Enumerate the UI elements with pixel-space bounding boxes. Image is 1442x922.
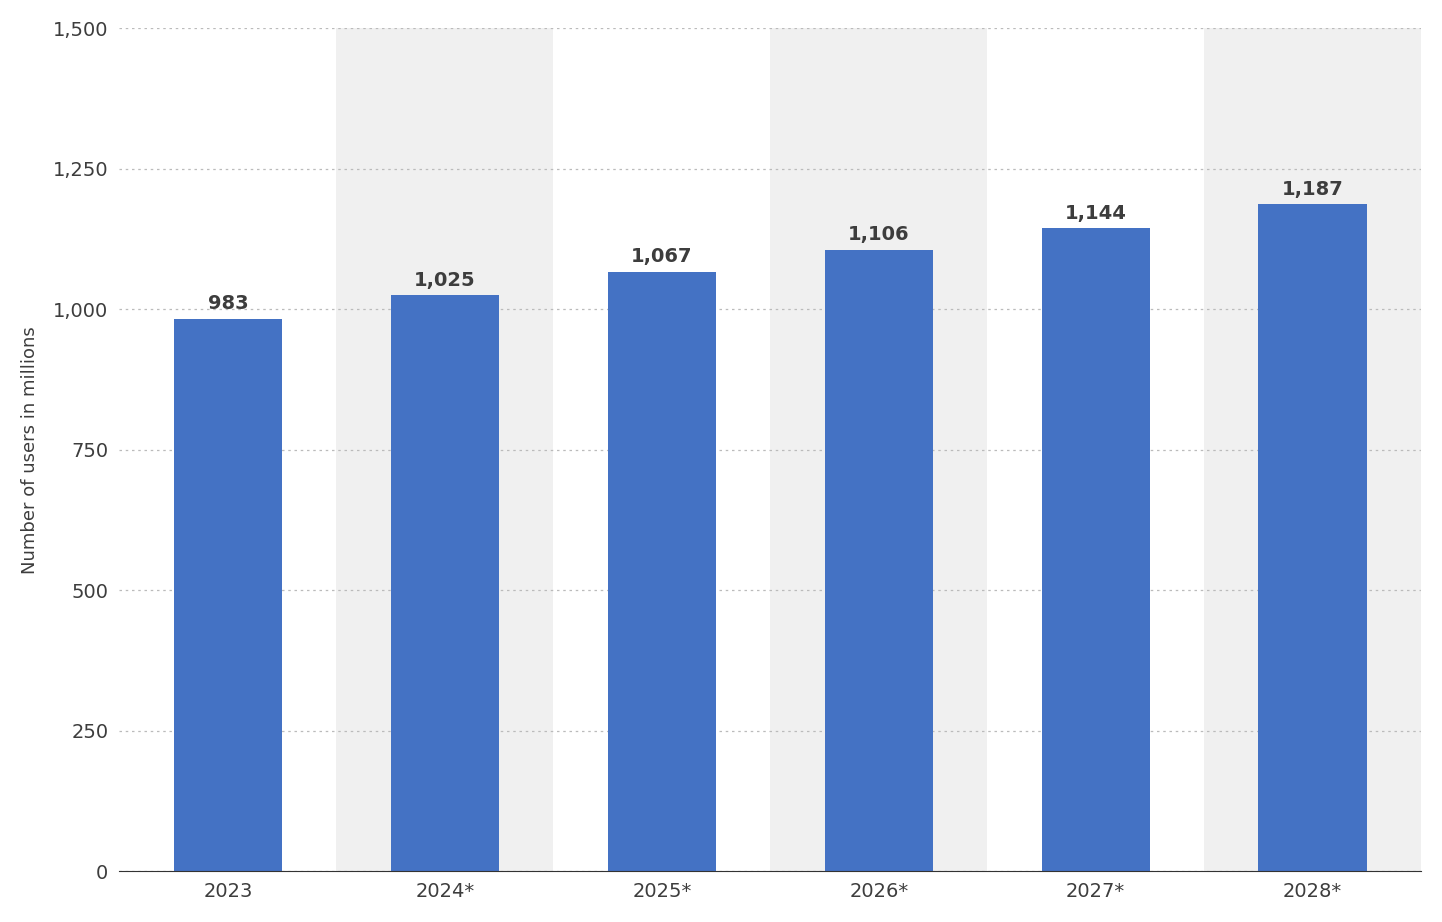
Text: 983: 983 <box>208 294 248 313</box>
Bar <box>1259 204 1367 871</box>
Bar <box>336 29 554 871</box>
Text: 1,187: 1,187 <box>1282 180 1344 198</box>
Text: 1,025: 1,025 <box>414 270 476 290</box>
Text: 1,067: 1,067 <box>632 247 692 266</box>
Bar <box>173 319 283 871</box>
Bar <box>391 295 499 871</box>
Bar <box>770 29 988 871</box>
Text: 1,144: 1,144 <box>1064 204 1126 223</box>
Bar <box>825 250 933 871</box>
Y-axis label: Number of users in millions: Number of users in millions <box>20 325 39 573</box>
Bar <box>607 272 717 871</box>
Bar <box>1204 29 1422 871</box>
Text: 1,106: 1,106 <box>848 225 910 244</box>
Bar <box>1041 229 1149 871</box>
